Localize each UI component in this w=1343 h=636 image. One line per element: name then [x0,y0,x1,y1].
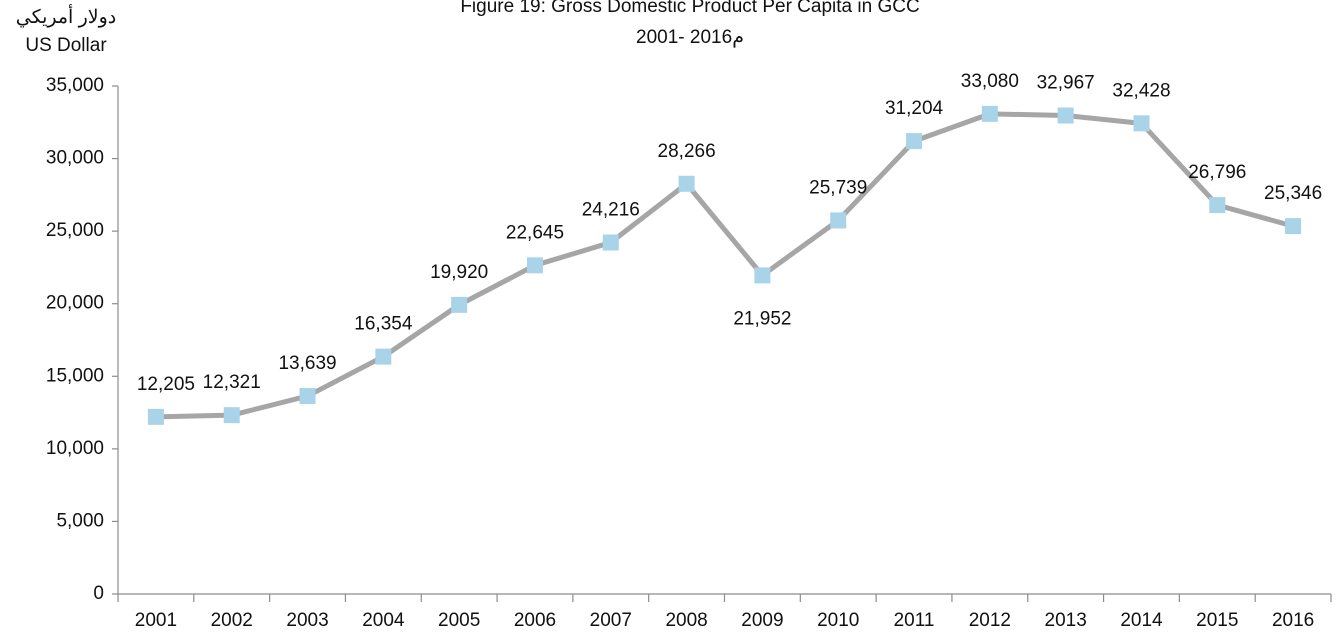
marker [299,388,316,405]
data-label: 33,080 [961,71,1019,92]
data-label: 12,205 [137,374,195,395]
data-label: 32,428 [1112,80,1170,101]
y-tick-label: 10,000 [46,438,104,459]
x-tick-label: 2015 [1196,610,1238,631]
x-tick-label: 2003 [286,610,328,631]
data-label: 24,216 [582,200,640,221]
x-tick-label: 2011 [894,610,935,631]
chart-subtitle: 2001- 2016م [636,27,744,48]
y-axis-label: US Dollar [25,35,107,56]
marker [147,408,164,425]
marker [981,105,998,122]
y-tick-label: 5,000 [56,510,104,531]
x-tick-label: 2008 [665,610,707,631]
data-label: 32,967 [1037,73,1095,94]
line [155,111,1294,420]
marker [526,257,543,274]
chart-title: Figure 19: Gross Domestic Product Per Ca… [460,0,919,17]
x-tick-label: 2007 [590,610,632,631]
x-tick-label: 2004 [362,610,405,631]
x-tick-label: 2016 [1272,610,1314,631]
y-tick-label: 20,000 [46,293,104,314]
x-tick-label: 2005 [438,610,480,631]
x-tick-label: 2013 [1045,610,1087,631]
marker [602,234,619,251]
data-label: 13,639 [278,353,336,374]
x-tick-label: 2006 [514,610,556,631]
x-tick-label: 2001 [135,610,177,631]
x-tick-label: 2009 [741,610,783,631]
x-tick-label: 2012 [969,610,1011,631]
data-label: 28,266 [658,141,716,162]
marker [223,407,240,424]
marker [906,133,923,150]
marker [1209,197,1226,214]
marker [754,267,771,284]
x-tick-label: 2010 [817,610,859,631]
data-label: 19,920 [430,262,488,283]
marker [830,212,847,229]
data-label: 12,321 [203,372,261,393]
y-tick-label: 30,000 [46,148,104,169]
data-label: 31,204 [885,98,944,119]
y-tick-label: 15,000 [46,365,104,386]
marker [1133,115,1150,132]
y-tick-label: 0 [93,583,104,604]
x-tick-label: 2014 [1120,610,1163,631]
data-label: 16,354 [354,314,413,335]
data-label: 22,645 [506,222,564,243]
data-label: 25,739 [809,177,867,198]
marker [1285,218,1302,235]
y-axis-label: دولار أمريكي [16,3,116,28]
marker [678,175,695,192]
data-label: 21,952 [733,308,791,329]
data-label: 25,346 [1264,183,1322,204]
x-tick-label: 2002 [211,610,253,631]
marker [451,296,468,313]
y-tick-label: 35,000 [46,75,104,96]
marker [375,348,392,365]
data-label: 26,796 [1188,162,1246,183]
marker [1057,107,1074,124]
y-tick-label: 25,000 [46,220,104,241]
